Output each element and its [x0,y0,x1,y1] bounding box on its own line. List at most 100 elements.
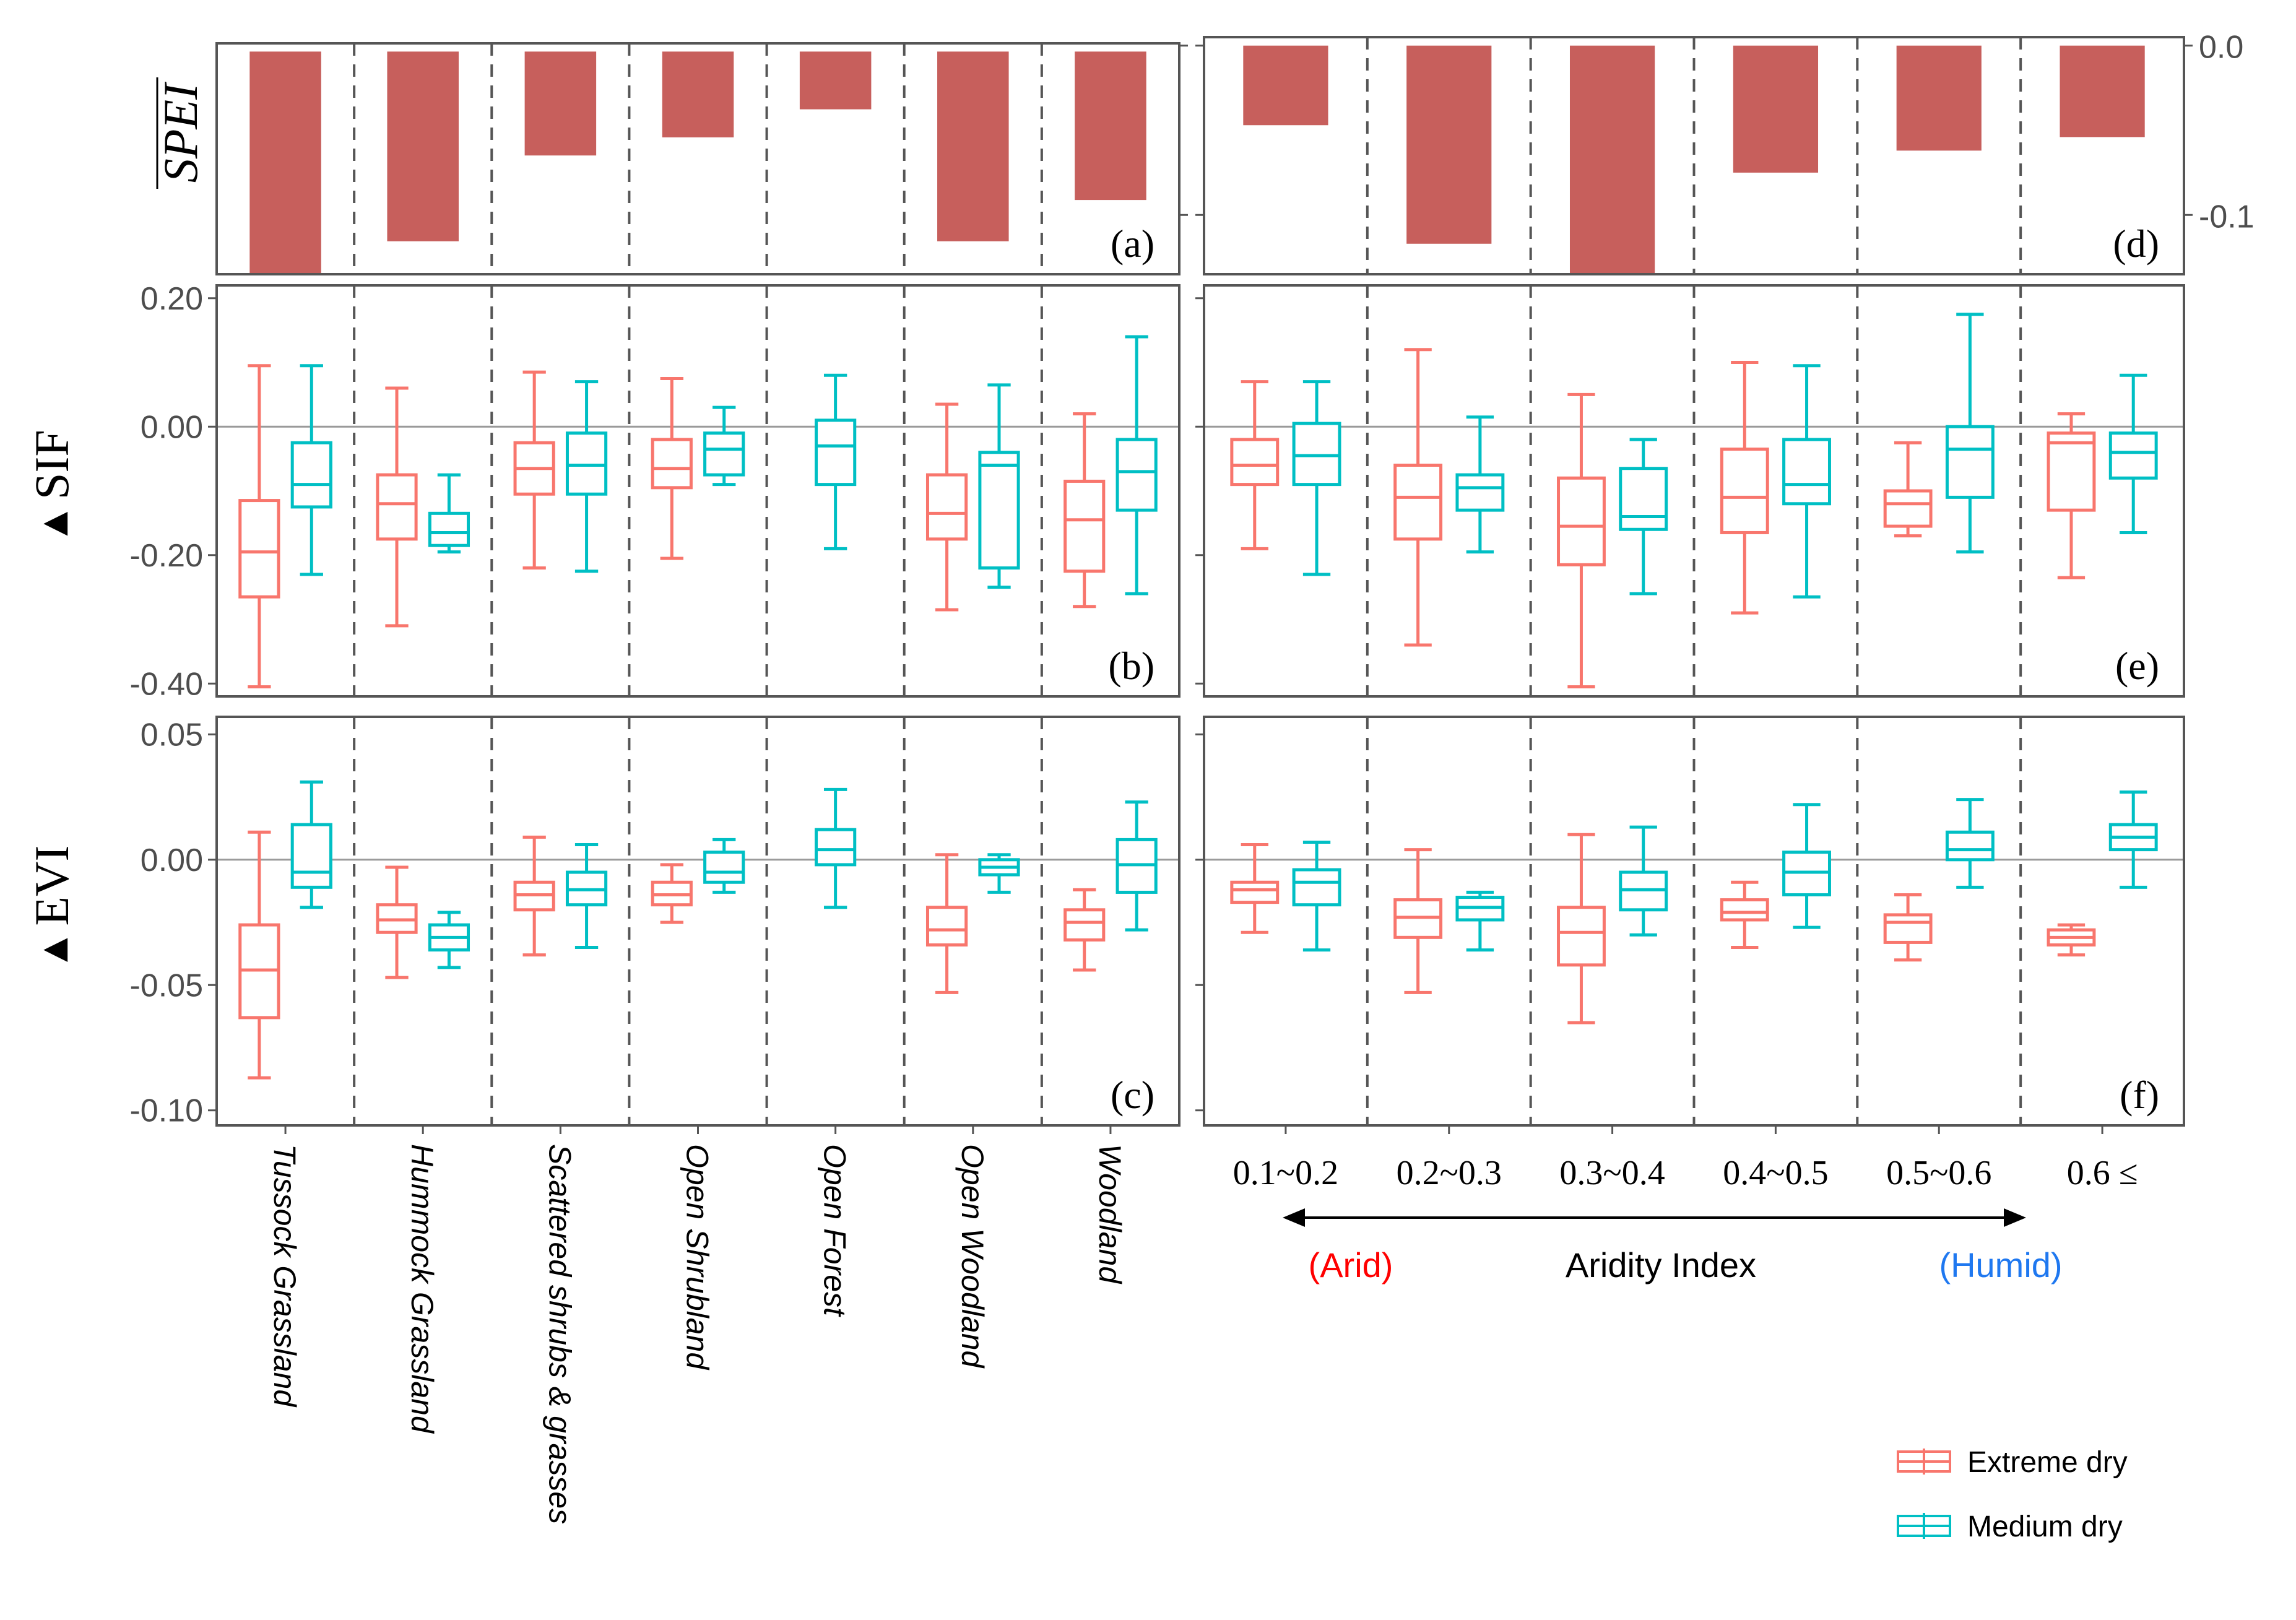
spei-bar [799,51,872,110]
iqr-box [1619,467,1668,531]
box-extreme [513,835,555,957]
box-medium [428,473,470,554]
box-extreme [1557,392,1606,688]
iqr-box [238,499,280,599]
box-medium [978,853,1020,894]
box-extreme [1393,848,1443,994]
box-medium [1455,890,1505,952]
box-medium [1619,825,1668,937]
box-extreme [376,865,418,979]
panel-b-frame [215,284,1180,698]
box-extreme [376,386,418,628]
panel-a-frame [215,42,1180,275]
box-medium [1455,415,1505,554]
ytick-label: 0.0 [2199,30,2243,66]
spei-bar [1733,45,1819,173]
iqr-box [815,418,857,487]
ytick-label: 0.00 [141,842,203,878]
ytick-label: -0.20 [129,538,203,574]
box-extreme [1720,880,1769,950]
arid-label: (Arid) [1309,1245,1393,1284]
panel-f-marks [1230,790,2158,1024]
box-medium [1292,840,1341,952]
evi-axis-title: ▴ EVI [25,846,79,963]
aridity-tick-label: 0.2~0.3 [1397,1154,1502,1192]
iqr-box [2108,431,2158,480]
iqr-box [1883,913,1933,944]
aridity-tick-label: 0.4~0.5 [1723,1154,1828,1192]
box-medium [290,364,332,576]
aridity-tick-label: 0.3~0.4 [1559,1154,1665,1192]
iqr-box [376,473,418,541]
panel-label: (d) [2113,222,2159,266]
box-medium [290,780,332,909]
vegetation-tick-label: Open Forest [818,1144,852,1317]
spei-bar [524,51,597,156]
panel-b-marks [238,335,1158,688]
box-medium [428,911,470,969]
sif-axis-title: ▴ SIF [25,430,79,535]
vegetation-tick-label: Woodland [1093,1144,1127,1284]
arrow-left-icon [1283,1208,1305,1227]
box-medium [703,838,745,894]
box-extreme [1230,380,1280,550]
spei-bar [1243,45,1328,126]
spei-bar [1406,45,1492,244]
box-medium [1116,335,1158,596]
box-medium [1945,313,1995,554]
ytick-label: -0.10 [129,1093,203,1129]
iqr-box [565,431,608,496]
panel-d-marks [1243,45,2145,274]
vegetation-tick-label: Scattered shrubs & grasses [542,1144,577,1524]
box-extreme [651,863,693,924]
spei-bar [1569,45,1655,274]
iqr-box [2047,431,2096,512]
iqr-box [1292,868,1341,907]
iqr-box [290,441,332,509]
iqr-box [1557,906,1606,967]
box-extreme [925,402,968,612]
box-medium [565,843,608,950]
legend: Extreme dry Medium dry [1897,1446,2128,1543]
box-extreme [1720,361,1769,615]
spei-bar [249,51,321,274]
aridity-tick-label: 0.1~0.2 [1233,1154,1338,1192]
box-extreme [1064,888,1106,972]
ytick-label: 0.05 [141,717,203,753]
box-medium [1116,800,1158,932]
iqr-box [925,473,968,541]
iqr-box [1945,425,1995,499]
iqr-box [703,851,745,884]
iqr-box [651,438,693,490]
box-extreme [1883,441,1933,538]
ytick-label: 0.20 [141,281,203,317]
aridity-title: Aridity Index [1566,1245,1756,1284]
legend-extreme-label: Extreme dry [1967,1446,2128,1479]
legend-medium-key [1897,1513,1951,1539]
box-extreme [651,376,693,560]
iqr-box [1064,479,1106,573]
ytick-label: -0.40 [129,666,203,702]
iqr-box [428,511,470,547]
iqr-box [1064,908,1106,942]
box-extreme [2047,412,2096,579]
spei-bar [1896,45,1982,151]
spei-axis-title: SPEI [154,81,207,183]
panel-label: (c) [1111,1073,1154,1117]
panel-d-frame [1203,36,2185,275]
panel-f-frame [1203,716,2185,1127]
iqr-box [1557,476,1606,566]
ytick-label: -0.05 [129,968,203,1003]
box-extreme [2047,923,2096,957]
panel-label: (e) [2115,644,2159,688]
box-medium [1292,380,1341,576]
panel-label: (a) [1111,222,1154,266]
iqr-box [978,451,1020,570]
panel-c-marks [238,780,1158,1080]
box-medium [1782,364,1831,599]
box-extreme [513,370,555,570]
box-extreme [1230,843,1280,934]
box-extreme [1393,348,1443,647]
arrow-right-icon [2004,1208,2026,1227]
spei-bar [2060,45,2145,137]
